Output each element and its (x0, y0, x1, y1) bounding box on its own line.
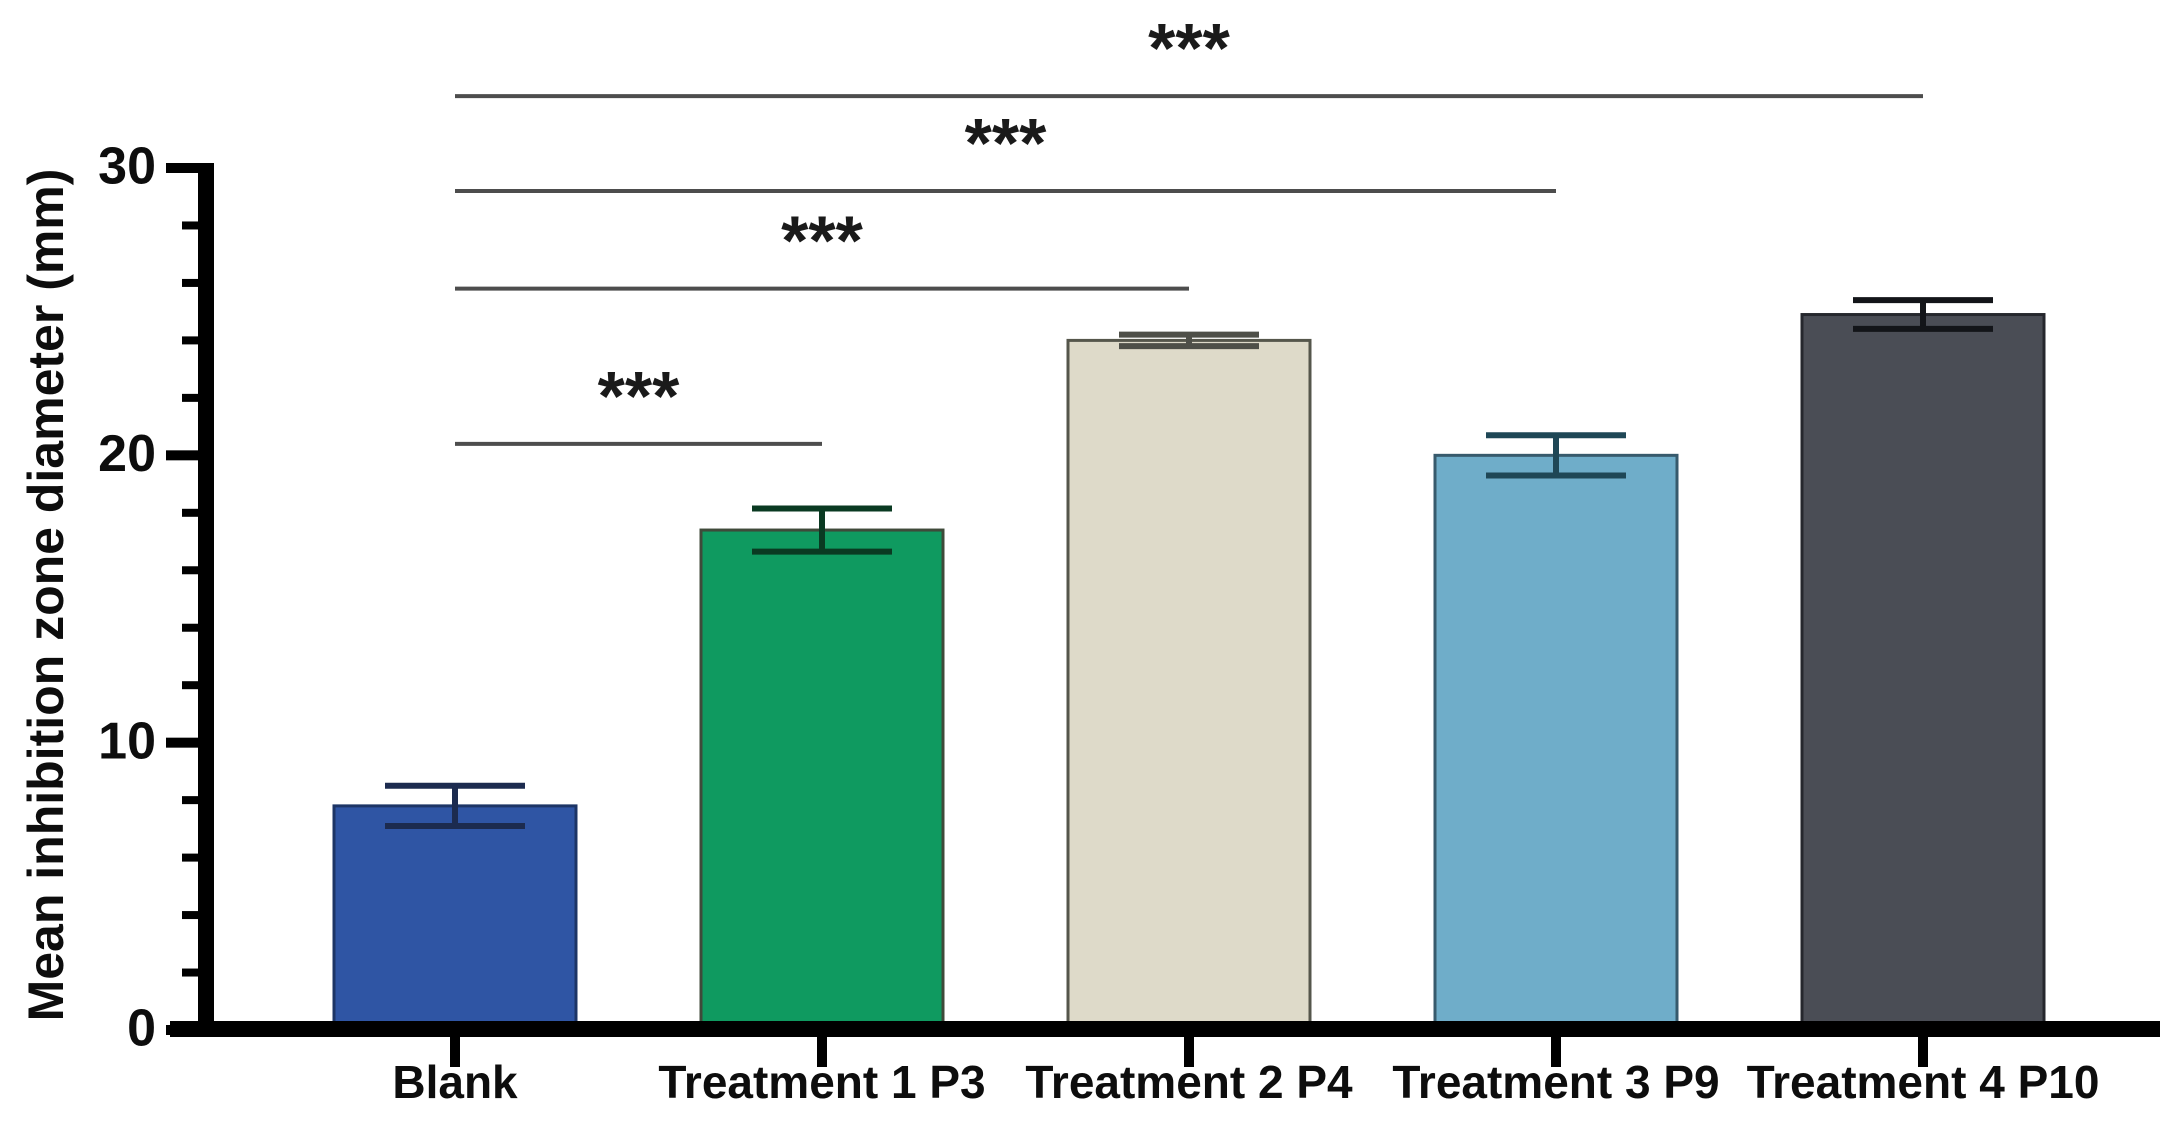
y-major-tick-10 (166, 737, 204, 748)
sig-label-4: *** (1148, 9, 1230, 87)
y-axis-spine (198, 163, 214, 1037)
y-minor-tick-24 (182, 336, 204, 345)
bar-treatment-4-p10 (1800, 313, 2046, 1032)
bar-treatment-2-p4 (1066, 338, 1312, 1032)
x-tick-treatment-3-p9 (1551, 1037, 1561, 1067)
y-minor-tick-22 (182, 393, 204, 402)
y-axis-title: Mean inhibition zone diameter (mm) (18, 168, 74, 1022)
y-tick-label-0: 0 (127, 1000, 156, 1058)
x-label-treatment-2-p4: Treatment 2 P4 (1025, 1056, 1353, 1108)
x-tick-treatment-2-p4 (1184, 1037, 1194, 1067)
y-major-tick-20 (166, 450, 204, 461)
x-tick-treatment-1-p3 (817, 1037, 827, 1067)
y-minor-tick-4 (182, 911, 204, 920)
y-tick-label-30: 30 (98, 138, 156, 196)
x-tick-treatment-4-p10 (1918, 1037, 1928, 1067)
x-tick-blank (450, 1037, 460, 1067)
bar-treatment-3-p9 (1433, 453, 1679, 1032)
x-label-treatment-3-p9: Treatment 3 P9 (1392, 1056, 1719, 1108)
y-minor-tick-12 (182, 681, 204, 690)
y-minor-tick-26 (182, 278, 204, 287)
bar-blank (332, 804, 578, 1032)
y-tick-label-10: 10 (98, 712, 156, 770)
x-label-blank: Blank (392, 1056, 518, 1108)
y-minor-tick-8 (182, 796, 204, 805)
y-minor-tick-6 (182, 853, 204, 862)
y-minor-tick-2 (182, 968, 204, 977)
y-minor-tick-14 (182, 623, 204, 632)
x-label-treatment-4-p10: Treatment 4 P10 (1747, 1056, 2100, 1108)
bar-treatment-1-p3 (699, 528, 945, 1032)
sig-label-3: *** (965, 104, 1047, 182)
y-minor-tick-18 (182, 508, 204, 517)
y-major-tick-0 (166, 1025, 204, 1035)
sig-label-2: *** (781, 202, 863, 280)
x-axis-line (170, 1021, 2160, 1037)
y-minor-tick-16 (182, 566, 204, 575)
x-label-treatment-1-p3: Treatment 1 P3 (658, 1056, 985, 1108)
y-minor-tick-28 (182, 221, 204, 230)
sig-label-1: *** (598, 357, 680, 435)
y-major-tick-30 (166, 163, 204, 173)
y-tick-label-20: 20 (98, 425, 156, 483)
